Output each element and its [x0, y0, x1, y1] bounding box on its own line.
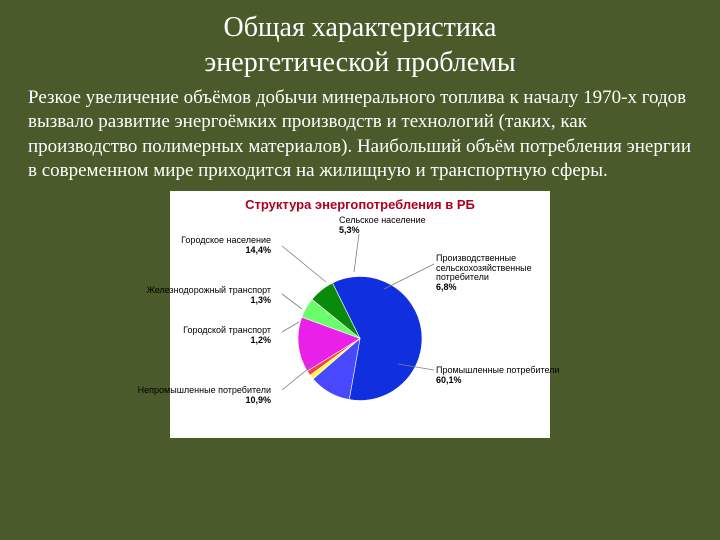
chart-label: Промышленные потребители60,1%	[436, 366, 559, 385]
page-title: Общая характеристика энергетической проб…	[0, 0, 720, 84]
chart-title: Структура энергопотребления в РБ	[174, 197, 546, 212]
chart-label: Железнодорожный транспорт1,3%	[147, 286, 271, 305]
title-line-2: энергетической проблемы	[204, 47, 515, 78]
pie-chart: Промышленные потребители60,1%Производств…	[174, 214, 546, 432]
title-line-1: Общая характеристика	[224, 12, 497, 43]
chart-label: Непромышленные потребители10,9%	[138, 386, 271, 405]
chart-label: Производственныесельскохозяйственныепотр…	[436, 254, 532, 292]
chart-label: Городской транспорт1,2%	[183, 326, 271, 345]
chart-label: Городское население14,4%	[181, 236, 271, 255]
body-paragraph: Резкое увеличение объёмов добычи минерал…	[0, 84, 720, 189]
chart-card: Структура энергопотребления в РБ Промышл…	[170, 191, 550, 438]
chart-label: Сельское население5,3%	[339, 216, 426, 235]
labels-layer: Промышленные потребители60,1%Производств…	[174, 214, 546, 432]
